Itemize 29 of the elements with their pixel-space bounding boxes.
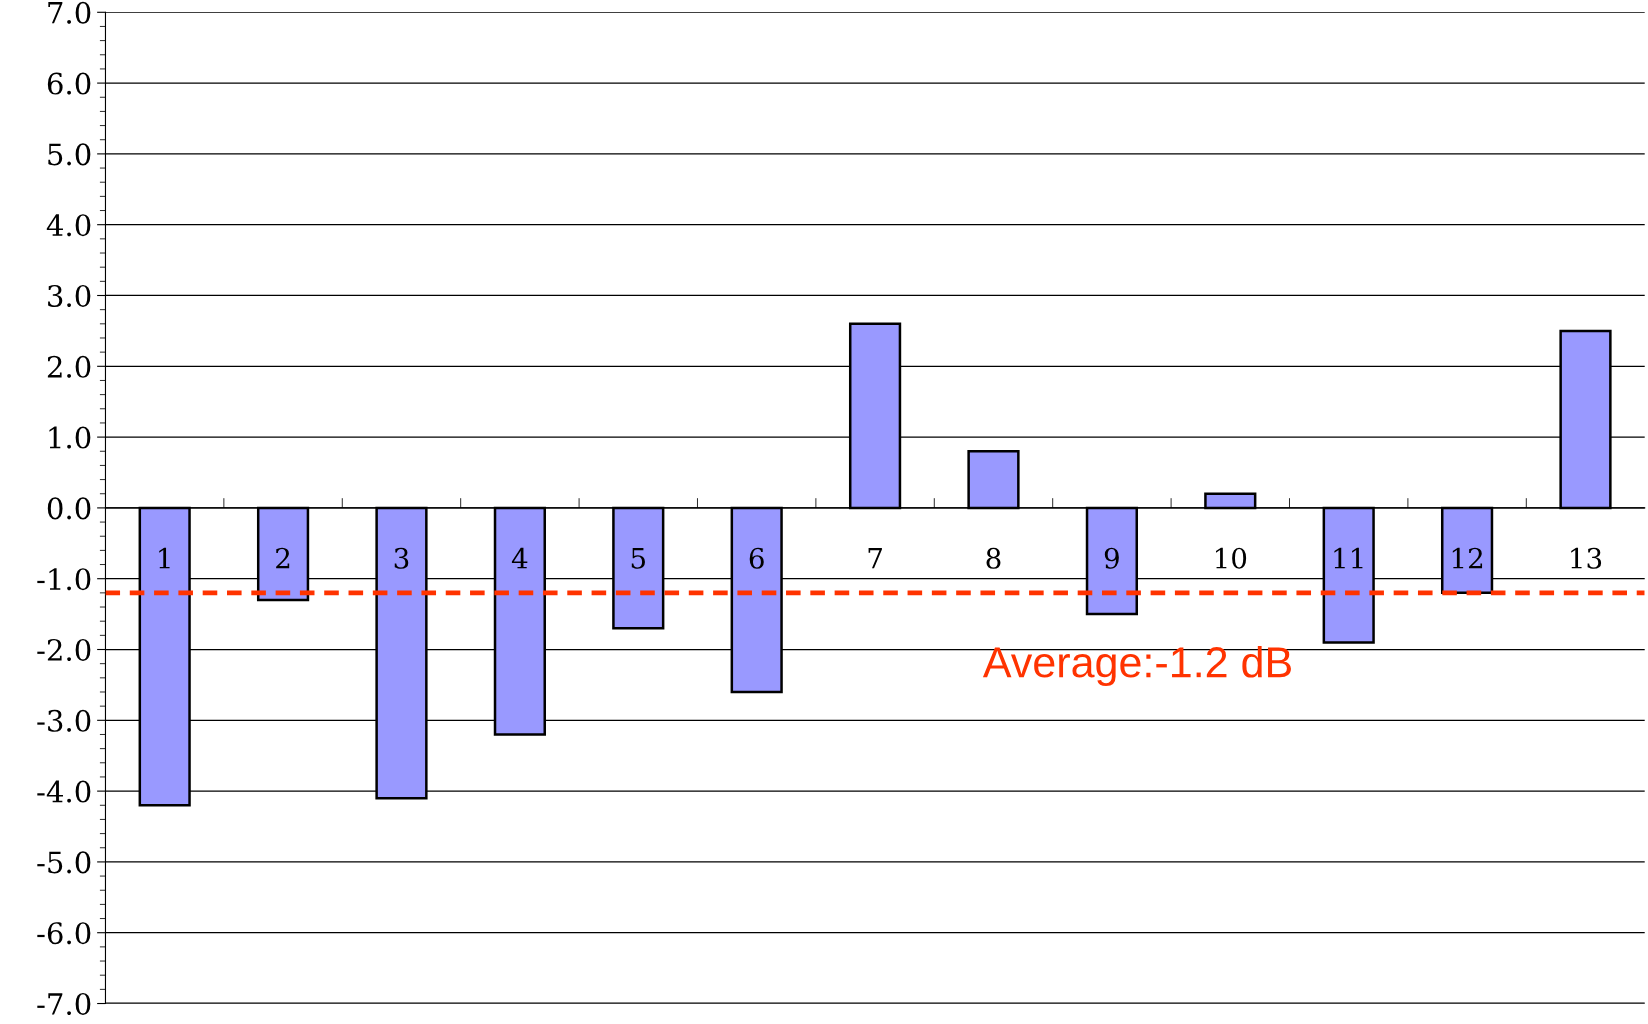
- y-tick-label: -3.0: [37, 709, 91, 732]
- x-tick-label: 13: [1571, 547, 1602, 569]
- x-tick-label: 4: [511, 547, 528, 569]
- x-tick-label: 8: [986, 547, 1001, 569]
- y-tick-label: -4.0: [37, 780, 91, 803]
- y-tick-label: 4.0: [46, 214, 91, 237]
- y-tick-label: 3.0: [48, 284, 91, 307]
- y-tick-label: 0.0: [47, 497, 91, 520]
- x-tick-label: 2: [276, 547, 290, 569]
- y-tick-label: 6.0: [47, 72, 91, 95]
- y-tick-label: 5.0: [48, 143, 91, 166]
- x-tick-label: 9: [1104, 547, 1119, 569]
- x-tick-label: 11: [1334, 547, 1363, 569]
- y-tick-label: -5.0: [37, 851, 91, 874]
- ref-line-label: Average:-1.2 dB: [982, 645, 1291, 687]
- y-tick-label: 7.0: [48, 1, 91, 24]
- x-tick-label: 7: [868, 548, 882, 569]
- x-tick-label: 6: [749, 547, 764, 569]
- y-tick-label: -2.0: [37, 638, 91, 661]
- y-tick-label: -6.0: [37, 922, 91, 945]
- y-tick-label: -1.0: [37, 568, 91, 591]
- x-tick-label: 10: [1216, 547, 1247, 569]
- y-tick-label: 2.0: [47, 355, 91, 378]
- x-tick-label: 3: [394, 547, 409, 569]
- y-tick-label: -7.0: [37, 992, 91, 1016]
- x-tick-label: 1: [159, 547, 170, 569]
- y-tick-label: 1.0: [49, 426, 91, 449]
- x-tick-label: 5: [631, 548, 645, 569]
- x-tick-label: 12: [1452, 547, 1483, 569]
